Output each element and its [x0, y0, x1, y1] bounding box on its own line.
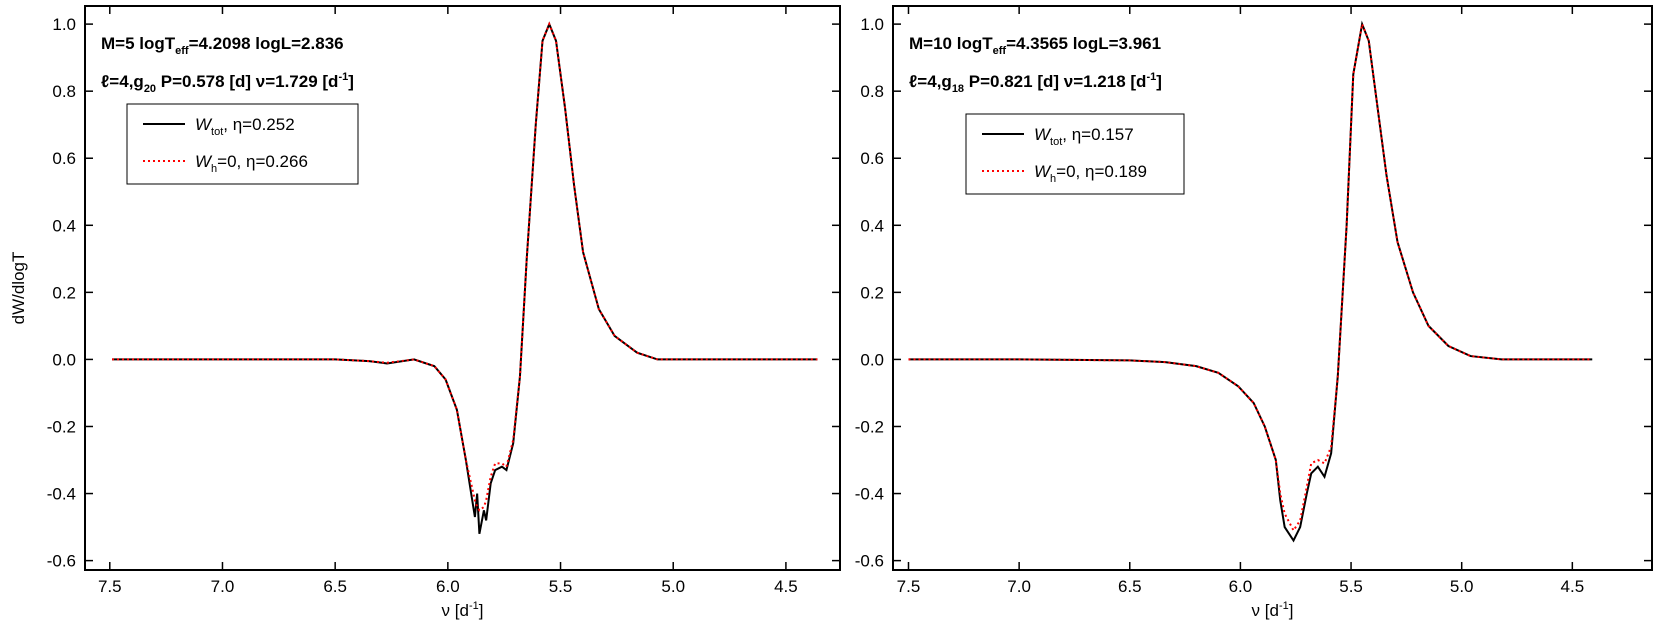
y-tick-label: -0.4	[855, 485, 884, 504]
annotation-part: =4.3565 logL=3.961	[1006, 34, 1161, 53]
legend-label: Wh=0, η=0.189	[1034, 162, 1147, 185]
legend-box	[126, 103, 359, 185]
annotation-part: -1	[1146, 71, 1156, 83]
legend-label-part: =0, η=0.266	[217, 152, 308, 171]
y-tick-label: 0.6	[860, 149, 884, 168]
annotation: ℓ=4,g20 P=0.578 [d] ν=1.729 [d-1]	[101, 71, 354, 95]
y-tick-label: 0.4	[860, 216, 884, 235]
annotation-part: ]	[348, 72, 354, 91]
legend-label-part: =0, η=0.189	[1056, 162, 1147, 181]
series-line	[112, 21, 818, 512]
legend-label-part: h	[211, 163, 217, 175]
y-tick-label: -0.2	[855, 417, 884, 436]
panel: 1.0 0.8 0.6 0.4 0.2 0.0 -0.2 -0.4 -0.6 7.5 7.0 6.5 6…	[855, 5, 1653, 620]
legend-label-part: tot	[211, 126, 223, 138]
annotation-part: M=5 logT	[101, 34, 176, 53]
x-tick-label: 6.5	[323, 577, 347, 596]
y-tick-label: 0.2	[860, 283, 884, 302]
legend-label-part: , η=0.252	[223, 115, 294, 134]
y-tick-label: 1.0	[860, 15, 884, 34]
x-axis-label-part: -1	[469, 600, 479, 612]
y-tick-label: -0.6	[855, 552, 884, 571]
legend-label: Wh=0, η=0.266	[195, 152, 308, 175]
legend-label-part: W	[1034, 125, 1052, 144]
annotation-part: eff	[175, 45, 189, 57]
x-axis-label: ν [d-1]	[1252, 600, 1294, 620]
legend-label-part: h	[1050, 173, 1056, 185]
legend-label: Wtot, η=0.157	[1034, 125, 1134, 148]
y-tick-label: 0.4	[52, 216, 76, 235]
x-tick-label: 7.0	[1007, 577, 1031, 596]
legend-label-part: W	[195, 152, 213, 171]
x-axis-label-part: ν [d	[1252, 601, 1279, 620]
annotation-part: P=0.821 [d] ν=1.218 [d	[964, 72, 1146, 91]
x-tick-label: 6.0	[1229, 577, 1253, 596]
y-axis-label: dW/dlogT	[9, 252, 28, 325]
x-tick-label: 5.0	[1450, 577, 1474, 596]
annotation: M=10 logTeff=4.3565 logL=3.961	[909, 34, 1161, 57]
y-tick-label: 0.2	[52, 283, 76, 302]
y-tick-label: -0.4	[47, 485, 76, 504]
legend-label-part: , η=0.157	[1062, 125, 1133, 144]
plot-frame	[892, 5, 1653, 571]
y-tick-label: 0.8	[860, 82, 884, 101]
y-tick-label: 0.0	[52, 350, 76, 369]
x-axis-label-part: -1	[1279, 600, 1289, 612]
annotation: ℓ=4,g18 P=0.821 [d] ν=1.218 [d-1]	[909, 71, 1162, 95]
legend-label-part: W	[1034, 162, 1052, 181]
annotation-part: eff	[993, 45, 1007, 57]
y-tick-label: 0.0	[860, 350, 884, 369]
y-tick-label: 1.0	[52, 15, 76, 34]
x-tick-label: 7.5	[897, 577, 921, 596]
annotation: M=5 logTeff=4.2098 logL=2.836	[101, 34, 344, 57]
annotation-part: -1	[338, 71, 348, 83]
y-tick-label: -0.6	[47, 552, 76, 571]
x-axis-label: ν [d-1]	[442, 600, 484, 620]
series-line	[908, 20, 1593, 543]
panel: 1.0 0.8 0.6 0.4 0.2 0.0 -0.2 -0.4 -0.6 7.5 7.0 6.5 6…	[9, 5, 841, 620]
legend-label-part: tot	[1050, 136, 1062, 148]
annotation-part: 20	[144, 83, 156, 95]
x-tick-label: 4.5	[774, 577, 798, 596]
annotation-part: 18	[952, 83, 964, 95]
legend-box	[965, 113, 1185, 195]
legend-label-part: W	[195, 115, 213, 134]
annotation-part: ℓ=4,g	[101, 72, 144, 91]
annotation-part: ]	[1156, 72, 1162, 91]
plot-frame	[84, 5, 841, 571]
x-tick-label: 6.5	[1118, 577, 1142, 596]
x-tick-label: 5.5	[549, 577, 573, 596]
annotation-part: =4.2098 logL=2.836	[189, 34, 344, 53]
x-tick-label: 7.5	[98, 577, 122, 596]
y-tick-label: 0.8	[52, 82, 76, 101]
series-line	[908, 20, 1593, 533]
x-axis-label-part: ]	[479, 601, 484, 620]
x-tick-label: 4.5	[1561, 577, 1585, 596]
y-tick-label: 0.6	[52, 149, 76, 168]
x-axis-label-part: ]	[1289, 601, 1294, 620]
annotation-part: P=0.578 [d] ν=1.729 [d	[156, 72, 338, 91]
legend-label: Wtot, η=0.252	[195, 115, 295, 138]
annotation-part: ℓ=4,g	[909, 72, 952, 91]
x-axis-label-part: ν [d	[442, 601, 469, 620]
x-tick-label: 6.0	[436, 577, 460, 596]
x-tick-label: 7.0	[211, 577, 235, 596]
y-tick-label: -0.2	[47, 417, 76, 436]
annotation-part: M=10 logT	[909, 34, 993, 53]
x-tick-label: 5.5	[1339, 577, 1363, 596]
x-tick-label: 5.0	[661, 577, 685, 596]
